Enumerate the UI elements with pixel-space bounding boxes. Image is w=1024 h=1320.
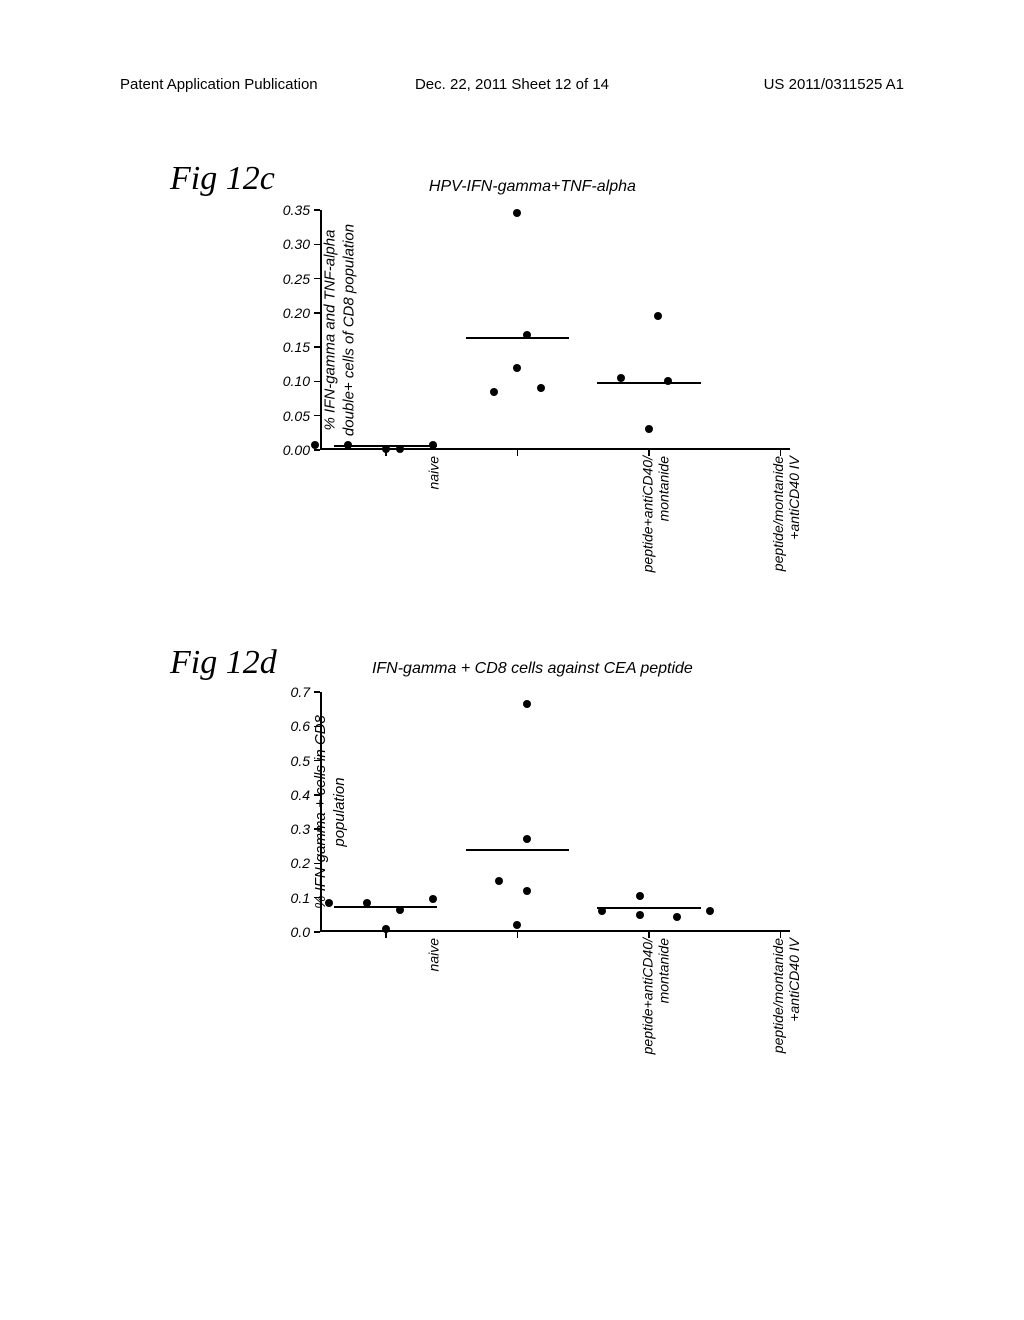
ytick-label: 0.6 (291, 718, 310, 734)
ytick (314, 278, 320, 280)
ytick (314, 346, 320, 348)
data-point (429, 441, 437, 449)
ytick (314, 449, 320, 451)
ylabel-line2: population (331, 777, 348, 846)
ytick-label: 0.5 (291, 753, 310, 769)
data-point (396, 906, 404, 914)
data-point (673, 913, 681, 921)
ytick-label: 0.10 (283, 373, 310, 389)
ytick (314, 691, 320, 693)
ytick (314, 828, 320, 830)
ytick (314, 931, 320, 933)
xtick-label: naive (425, 456, 441, 489)
ytick (314, 726, 320, 728)
xtick (517, 932, 519, 938)
data-point (513, 921, 521, 929)
fig12d-title: IFN-gamma + CD8 cells against CEA peptid… (372, 660, 693, 678)
median-line (466, 849, 569, 851)
data-point (382, 925, 390, 933)
fig12c-plot-area: % IFN-gamma and TNF-alpha double+ cells … (320, 210, 790, 450)
data-point (523, 835, 531, 843)
median-line (334, 906, 437, 908)
data-point (636, 911, 644, 919)
x-axis (320, 448, 790, 450)
xtick (385, 932, 387, 938)
ytick-label: 0.7 (291, 684, 310, 700)
page: Patent Application Publication Dec. 22, … (0, 0, 1024, 1320)
ytick (314, 415, 320, 417)
data-point (513, 364, 521, 372)
data-point (537, 384, 545, 392)
data-point (523, 887, 531, 895)
ytick-label: 0.30 (283, 236, 310, 252)
ytick-label: 0.20 (283, 305, 310, 321)
xtick-label: peptide+antiCD40/montanide (640, 456, 672, 572)
ytick-label: 0.15 (283, 339, 310, 355)
median-line (597, 907, 700, 909)
ytick (314, 863, 320, 865)
xtick-label: naive (425, 938, 441, 971)
ytick-label: 0.1 (291, 890, 310, 906)
data-point (636, 892, 644, 900)
header-center: Dec. 22, 2011 Sheet 12 of 14 (415, 76, 609, 93)
ytick-label: 0.25 (283, 271, 310, 287)
ytick (314, 760, 320, 762)
median-line (597, 382, 700, 384)
ylabel-line1: % IFN-gamma + cells in CD8 (312, 715, 329, 909)
data-point (706, 907, 714, 915)
data-point (490, 388, 498, 396)
data-point (396, 445, 404, 453)
xtick (517, 450, 519, 456)
data-point (382, 445, 390, 453)
x-axis (320, 930, 790, 932)
median-line (466, 337, 569, 339)
data-point (654, 312, 662, 320)
ytick (314, 897, 320, 899)
header-left: Patent Application Publication (120, 76, 318, 93)
ytick-label: 0.00 (283, 442, 310, 458)
fig12c-ylabel: % IFN-gamma and TNF-alpha double+ cells … (321, 224, 359, 436)
ytick-label: 0.4 (291, 787, 310, 803)
data-point (429, 895, 437, 903)
data-point (344, 441, 352, 449)
ytick-label: 0.3 (291, 821, 310, 837)
fig12d-plot-area: % IFN-gamma + cells in CD8 population 0.… (320, 692, 790, 932)
ytick (314, 312, 320, 314)
data-point (617, 374, 625, 382)
data-point (523, 331, 531, 339)
data-point (495, 877, 503, 885)
data-point (598, 907, 606, 915)
ylabel-line2: double+ cells of CD8 population (340, 224, 357, 436)
header-right: US 2011/0311525 A1 (764, 76, 904, 93)
data-point (664, 377, 672, 385)
fig12c-chart: HPV-IFN-gamma+TNF-alpha % IFN-gamma and … (210, 178, 830, 618)
fig12d-chart: IFN-gamma + CD8 cells against CEA peptid… (210, 660, 830, 1100)
ytick-label: 0.2 (291, 855, 310, 871)
xtick-label: peptide/montanide+antiCD40 IV (770, 456, 802, 571)
ytick (314, 209, 320, 211)
xtick-label: peptide+antiCD40/montanide (640, 938, 672, 1054)
xtick-label: peptide/montanide+antiCD40 IV (770, 938, 802, 1053)
fig12c-title: HPV-IFN-gamma+TNF-alpha (429, 178, 636, 196)
data-point (325, 899, 333, 907)
data-point (363, 899, 371, 907)
ytick (314, 244, 320, 246)
ytick-label: 0.05 (283, 408, 310, 424)
data-point (645, 425, 653, 433)
data-point (311, 441, 319, 449)
ytick-label: 0.35 (283, 202, 310, 218)
data-point (513, 209, 521, 217)
ylabel-line1: % IFN-gamma and TNF-alpha (321, 230, 338, 431)
ytick-label: 0.0 (291, 924, 310, 940)
fig12d-ylabel: % IFN-gamma + cells in CD8 population (312, 715, 350, 909)
data-point (523, 700, 531, 708)
ytick (314, 381, 320, 383)
page-header: Patent Application Publication Dec. 22, … (0, 76, 1024, 93)
ytick (314, 794, 320, 796)
